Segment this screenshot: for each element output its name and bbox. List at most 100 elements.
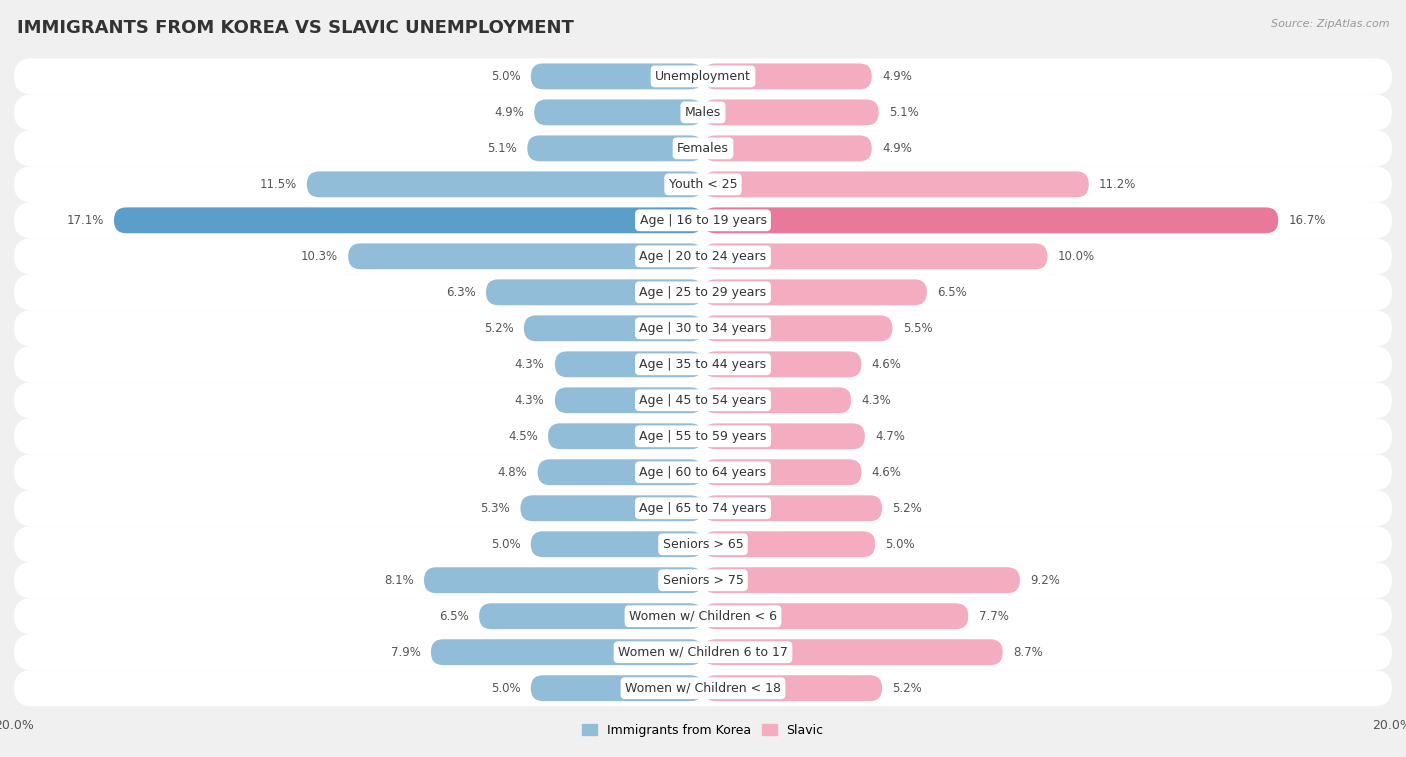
- Text: 11.5%: 11.5%: [259, 178, 297, 191]
- FancyBboxPatch shape: [703, 388, 851, 413]
- FancyBboxPatch shape: [537, 459, 703, 485]
- FancyBboxPatch shape: [531, 675, 703, 701]
- FancyBboxPatch shape: [479, 603, 703, 629]
- Text: 11.2%: 11.2%: [1099, 178, 1136, 191]
- Text: 4.3%: 4.3%: [515, 394, 544, 407]
- Text: 7.7%: 7.7%: [979, 609, 1008, 623]
- Text: Males: Males: [685, 106, 721, 119]
- FancyBboxPatch shape: [14, 634, 1392, 670]
- Text: 5.5%: 5.5%: [903, 322, 932, 335]
- Legend: Immigrants from Korea, Slavic: Immigrants from Korea, Slavic: [578, 718, 828, 742]
- Text: Women w/ Children < 18: Women w/ Children < 18: [626, 682, 780, 695]
- Text: Source: ZipAtlas.com: Source: ZipAtlas.com: [1271, 19, 1389, 29]
- Text: Unemployment: Unemployment: [655, 70, 751, 83]
- FancyBboxPatch shape: [703, 243, 1047, 269]
- FancyBboxPatch shape: [14, 238, 1392, 274]
- FancyBboxPatch shape: [14, 598, 1392, 634]
- Text: 6.5%: 6.5%: [938, 286, 967, 299]
- Text: 4.9%: 4.9%: [494, 106, 524, 119]
- FancyBboxPatch shape: [14, 202, 1392, 238]
- Text: 6.5%: 6.5%: [439, 609, 468, 623]
- FancyBboxPatch shape: [14, 310, 1392, 346]
- FancyBboxPatch shape: [14, 454, 1392, 491]
- FancyBboxPatch shape: [486, 279, 703, 305]
- Text: Youth < 25: Youth < 25: [669, 178, 737, 191]
- Text: Age | 45 to 54 years: Age | 45 to 54 years: [640, 394, 766, 407]
- FancyBboxPatch shape: [555, 388, 703, 413]
- Text: 4.3%: 4.3%: [862, 394, 891, 407]
- FancyBboxPatch shape: [14, 167, 1392, 202]
- FancyBboxPatch shape: [548, 423, 703, 449]
- Text: 4.7%: 4.7%: [875, 430, 905, 443]
- Text: Women w/ Children 6 to 17: Women w/ Children 6 to 17: [619, 646, 787, 659]
- Text: 4.8%: 4.8%: [498, 466, 527, 478]
- Text: Age | 16 to 19 years: Age | 16 to 19 years: [640, 213, 766, 227]
- FancyBboxPatch shape: [703, 675, 882, 701]
- FancyBboxPatch shape: [527, 136, 703, 161]
- Text: Age | 55 to 59 years: Age | 55 to 59 years: [640, 430, 766, 443]
- Text: Age | 30 to 34 years: Age | 30 to 34 years: [640, 322, 766, 335]
- FancyBboxPatch shape: [425, 567, 703, 593]
- FancyBboxPatch shape: [555, 351, 703, 377]
- Text: 17.1%: 17.1%: [66, 213, 104, 227]
- FancyBboxPatch shape: [703, 207, 1278, 233]
- Text: 9.2%: 9.2%: [1031, 574, 1060, 587]
- FancyBboxPatch shape: [430, 639, 703, 665]
- FancyBboxPatch shape: [14, 95, 1392, 130]
- FancyBboxPatch shape: [534, 99, 703, 126]
- Text: 8.7%: 8.7%: [1012, 646, 1043, 659]
- FancyBboxPatch shape: [14, 130, 1392, 167]
- Text: 4.9%: 4.9%: [882, 70, 912, 83]
- Text: 5.2%: 5.2%: [484, 322, 513, 335]
- Text: 10.0%: 10.0%: [1057, 250, 1095, 263]
- FancyBboxPatch shape: [531, 531, 703, 557]
- FancyBboxPatch shape: [703, 316, 893, 341]
- Text: 5.3%: 5.3%: [481, 502, 510, 515]
- Text: 4.6%: 4.6%: [872, 358, 901, 371]
- FancyBboxPatch shape: [703, 531, 875, 557]
- FancyBboxPatch shape: [703, 495, 882, 522]
- FancyBboxPatch shape: [703, 279, 927, 305]
- Text: IMMIGRANTS FROM KOREA VS SLAVIC UNEMPLOYMENT: IMMIGRANTS FROM KOREA VS SLAVIC UNEMPLOY…: [17, 19, 574, 37]
- FancyBboxPatch shape: [531, 64, 703, 89]
- Text: 5.0%: 5.0%: [491, 682, 520, 695]
- Text: 4.6%: 4.6%: [872, 466, 901, 478]
- FancyBboxPatch shape: [703, 603, 969, 629]
- Text: Women w/ Children < 6: Women w/ Children < 6: [628, 609, 778, 623]
- Text: Age | 25 to 29 years: Age | 25 to 29 years: [640, 286, 766, 299]
- FancyBboxPatch shape: [114, 207, 703, 233]
- Text: Age | 35 to 44 years: Age | 35 to 44 years: [640, 358, 766, 371]
- FancyBboxPatch shape: [14, 670, 1392, 706]
- Text: 8.1%: 8.1%: [384, 574, 413, 587]
- FancyBboxPatch shape: [307, 171, 703, 198]
- FancyBboxPatch shape: [14, 346, 1392, 382]
- Text: 5.2%: 5.2%: [893, 682, 922, 695]
- Text: Age | 60 to 64 years: Age | 60 to 64 years: [640, 466, 766, 478]
- FancyBboxPatch shape: [703, 351, 862, 377]
- FancyBboxPatch shape: [14, 526, 1392, 562]
- Text: Age | 20 to 24 years: Age | 20 to 24 years: [640, 250, 766, 263]
- FancyBboxPatch shape: [703, 99, 879, 126]
- FancyBboxPatch shape: [703, 639, 1002, 665]
- FancyBboxPatch shape: [14, 491, 1392, 526]
- FancyBboxPatch shape: [14, 419, 1392, 454]
- Text: 5.0%: 5.0%: [491, 70, 520, 83]
- FancyBboxPatch shape: [703, 567, 1019, 593]
- FancyBboxPatch shape: [14, 58, 1392, 95]
- FancyBboxPatch shape: [703, 423, 865, 449]
- Text: 5.0%: 5.0%: [886, 537, 915, 551]
- Text: 7.9%: 7.9%: [391, 646, 420, 659]
- FancyBboxPatch shape: [14, 562, 1392, 598]
- FancyBboxPatch shape: [703, 136, 872, 161]
- FancyBboxPatch shape: [703, 459, 862, 485]
- Text: 5.2%: 5.2%: [893, 502, 922, 515]
- Text: 5.1%: 5.1%: [488, 142, 517, 155]
- FancyBboxPatch shape: [520, 495, 703, 522]
- Text: 4.9%: 4.9%: [882, 142, 912, 155]
- Text: 10.3%: 10.3%: [301, 250, 337, 263]
- Text: 5.1%: 5.1%: [889, 106, 918, 119]
- FancyBboxPatch shape: [703, 64, 872, 89]
- FancyBboxPatch shape: [14, 382, 1392, 419]
- Text: 16.7%: 16.7%: [1289, 213, 1326, 227]
- Text: Seniors > 65: Seniors > 65: [662, 537, 744, 551]
